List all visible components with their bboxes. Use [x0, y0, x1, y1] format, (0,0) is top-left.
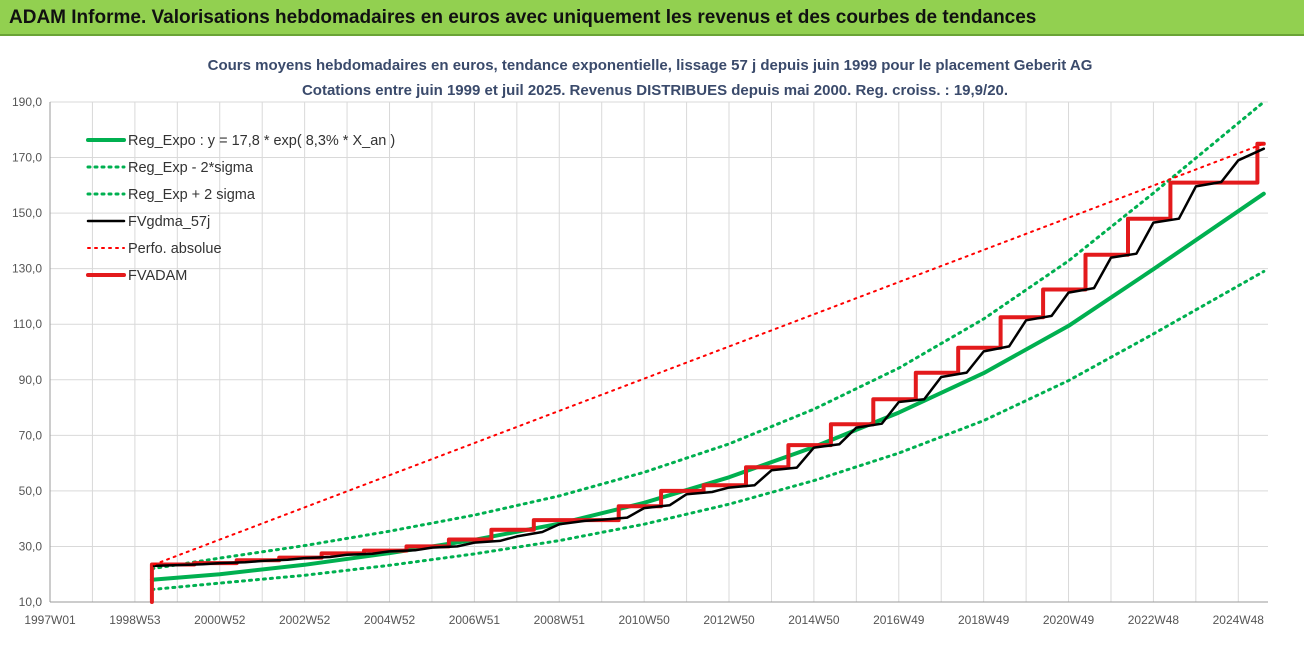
x-tick-label: 2012W50	[703, 613, 755, 627]
y-tick-label: 70,0	[19, 428, 43, 442]
x-tick-label: 2022W48	[1128, 613, 1180, 627]
y-tick-label: 150,0	[12, 206, 42, 220]
gridlines	[50, 101, 1268, 602]
y-tick-label: 30,0	[19, 539, 43, 553]
legend-entry: FVgdma_57j	[128, 214, 210, 230]
x-tick-label: 2010W50	[618, 613, 670, 627]
legend-entry: Reg_Exp + 2 sigma	[128, 187, 256, 203]
x-tick-label: 2006W51	[449, 613, 501, 627]
x-tick-label: 1997W01	[24, 613, 76, 627]
y-tick-label: 170,0	[12, 151, 42, 165]
x-tick-label: 2004W52	[364, 613, 416, 627]
report-title: ADAM Informe. Valorisations hebdomadaire…	[9, 7, 1037, 28]
legend: Reg_Expo : y = 17,8 * exp( 8,3% * X_an )…	[86, 133, 395, 284]
series-line-5	[149, 141, 1266, 604]
legend-entry: FVADAM	[128, 268, 187, 284]
legend-entry: Reg_Exp - 2*sigma	[128, 160, 254, 176]
x-tick-label: 2020W49	[1043, 613, 1095, 627]
series-line-2	[150, 100, 1266, 571]
y-tick-label: 190,0	[12, 95, 42, 109]
y-tick-label: 110,0	[13, 317, 42, 331]
legend-entry: Perfo. absolue	[128, 241, 222, 257]
chart-subtitle: Cotations entre juin 1999 et juil 2025. …	[302, 82, 1008, 99]
x-tick-label: 1998W53	[109, 613, 161, 627]
x-tick-label: 2002W52	[279, 613, 331, 627]
chart-title: Cours moyens hebdomadaires en euros, ten…	[208, 57, 1093, 74]
y-tick-label: 130,0	[12, 262, 42, 276]
y-tick-label: 10,0	[19, 595, 43, 609]
x-tick-label: 2000W52	[194, 613, 246, 627]
x-tick-label: 2024W48	[1213, 613, 1265, 627]
legend-entry: Reg_Expo : y = 17,8 * exp( 8,3% * X_an )	[128, 133, 395, 149]
y-tick-label: 50,0	[19, 484, 43, 498]
report-banner: ADAM Informe. Valorisations hebdomadaire…	[0, 0, 1304, 36]
axes	[49, 102, 1268, 603]
series-line-3	[152, 147, 1266, 568]
line-chart: Cours moyens hebdomadaires en euros, ten…	[0, 36, 1304, 652]
x-tick-label: 2014W50	[788, 613, 840, 627]
x-tick-label: 2018W49	[958, 613, 1010, 627]
series-line-1	[150, 269, 1266, 591]
x-tick-label: 2016W49	[873, 613, 925, 627]
x-tick-label: 2008W51	[534, 613, 586, 627]
series-lines	[149, 100, 1266, 604]
y-tick-label: 90,0	[19, 373, 43, 387]
series-line-4	[153, 142, 1265, 566]
tick-labels: 10,0 30,0 50,0 70,0 90,0 110,0 130,0 150,0 170,0…	[12, 95, 1264, 627]
